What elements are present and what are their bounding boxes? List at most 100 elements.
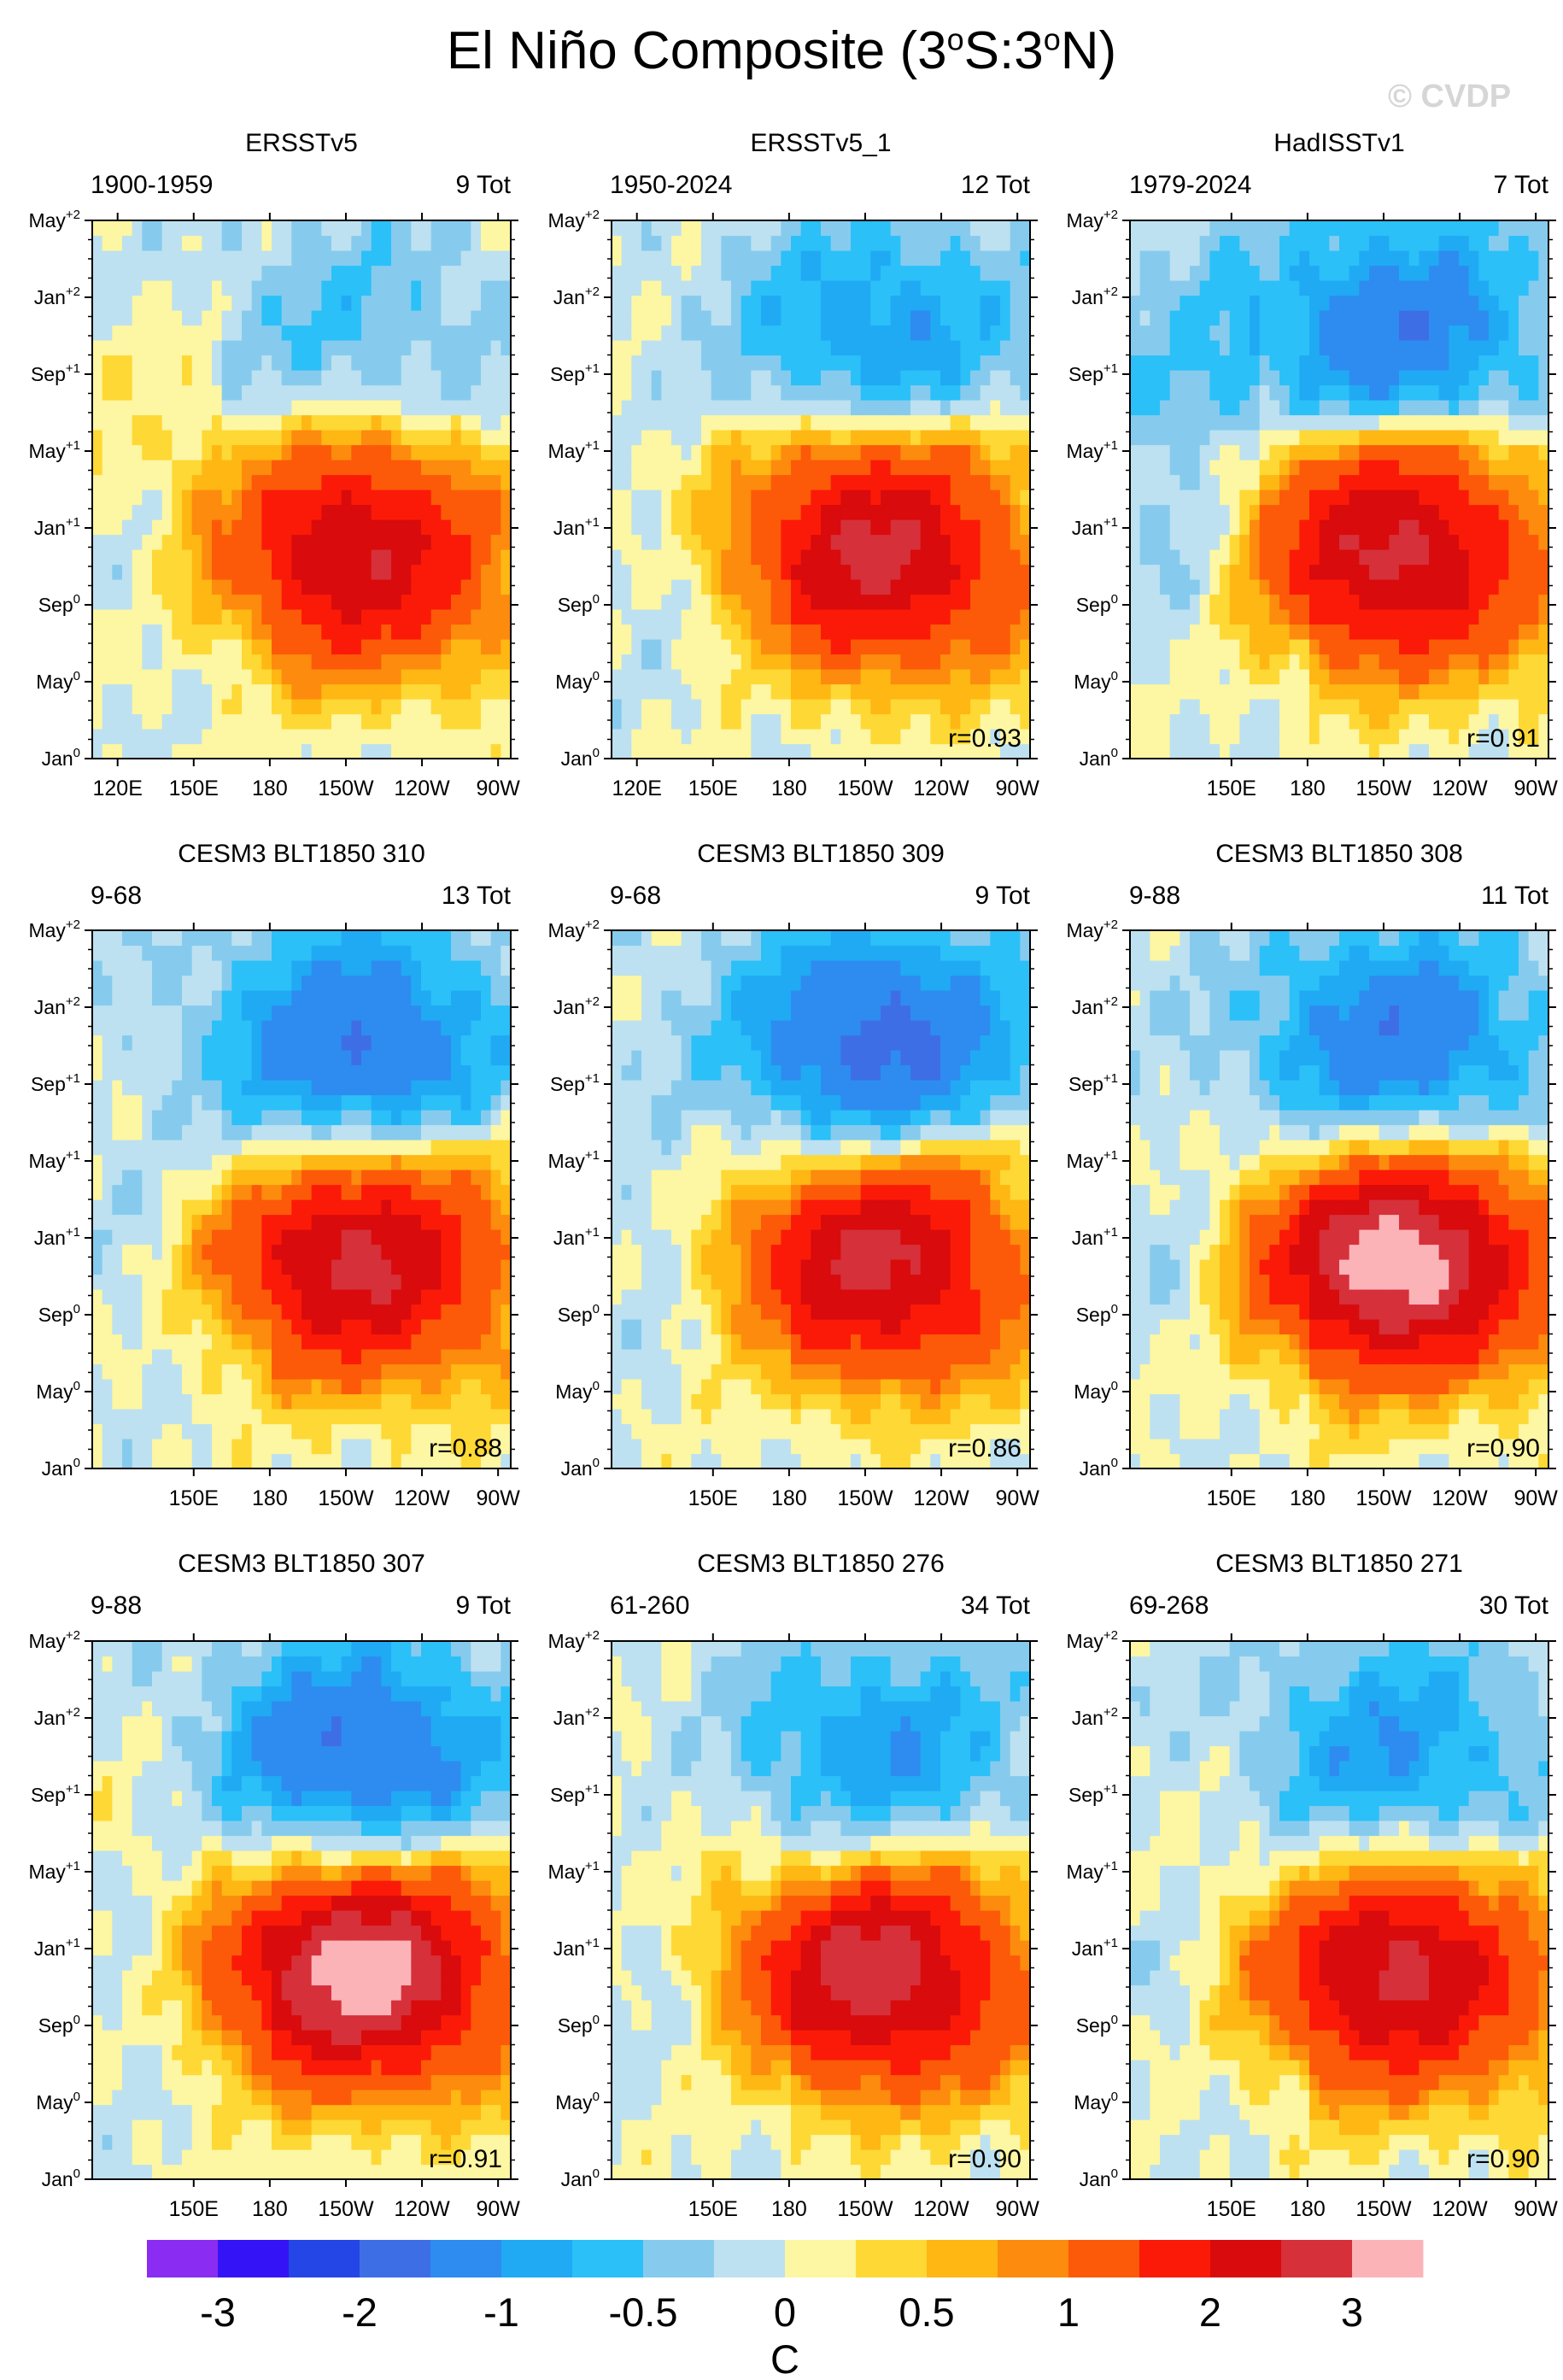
- heat-cell: [122, 295, 133, 311]
- heat-cell: [1379, 235, 1390, 251]
- heat-cell: [411, 729, 422, 745]
- heat-cell: [1468, 280, 1479, 296]
- heat-cell: [1209, 295, 1221, 311]
- heat-cell: [212, 325, 223, 341]
- heat-cell: [1449, 414, 1460, 431]
- heat-cell: [112, 743, 123, 759]
- heat-cell: [791, 713, 802, 730]
- heat-cell: [1130, 400, 1141, 416]
- heat-cell: [612, 414, 623, 431]
- heat-cell: [152, 370, 163, 386]
- heat-cell: [651, 444, 662, 460]
- heat-cell: [1389, 280, 1400, 296]
- heat-cell: [490, 683, 501, 700]
- heat-cell: [441, 564, 452, 580]
- heat-cell: [1478, 549, 1490, 566]
- heat-cell: [791, 400, 802, 416]
- heat-cell: [1180, 340, 1191, 356]
- heat-cell: [1309, 609, 1320, 625]
- heat-cell: [840, 370, 852, 386]
- heat-cell: [132, 235, 143, 251]
- heat-cell: [960, 295, 971, 311]
- heat-cell: [1269, 743, 1280, 759]
- heat-cell: [261, 504, 272, 520]
- heat-cell: [161, 1453, 173, 1469]
- heat-cell: [1239, 250, 1250, 267]
- heat-cell: [721, 384, 732, 401]
- heat-cell: [691, 594, 702, 610]
- heat-cell: [1389, 579, 1400, 595]
- heat-cell: [781, 370, 792, 386]
- heat-cell: [1309, 370, 1320, 386]
- heat-cell: [351, 1409, 362, 1425]
- heat-cell: [1459, 220, 1470, 237]
- heat-cell: [221, 683, 232, 700]
- heat-cell: [441, 414, 452, 431]
- heat-cell: [1399, 669, 1410, 685]
- heat-cell: [301, 743, 313, 759]
- heat-cell: [242, 609, 253, 625]
- heat-cell: [1309, 594, 1320, 610]
- heat-cell: [172, 384, 183, 401]
- figure-title: El Niño Composite (3oS:3oN): [446, 21, 1117, 80]
- heat-cell: [1250, 325, 1261, 341]
- heat-cell: [381, 280, 392, 296]
- heat-cell: [930, 579, 941, 595]
- heat-cell: [1438, 729, 1449, 745]
- x-tick-label: 150E: [1207, 777, 1256, 800]
- heat-cell: [950, 609, 961, 625]
- heat-cell: [1220, 310, 1231, 326]
- heat-cell: [910, 280, 922, 296]
- heat-cell: [132, 280, 143, 296]
- heat-cell: [122, 549, 133, 566]
- heat-cell: [242, 220, 253, 237]
- heat-cell: [711, 460, 722, 476]
- panel-title: CESM3 BLT1850 276: [697, 1550, 945, 1578]
- heat-cell: [1478, 310, 1490, 326]
- heat-cell: [1309, 713, 1320, 730]
- heat-cell: [411, 355, 422, 371]
- heat-cell: [1339, 624, 1350, 640]
- heat-cell: [970, 265, 981, 281]
- heat-cell: [1459, 669, 1470, 685]
- x-tick-label: 120E: [612, 777, 662, 800]
- heat-cell: [910, 669, 922, 685]
- heat-cell: [102, 310, 113, 326]
- heat-cell: [1269, 534, 1280, 550]
- heat-cell: [1239, 624, 1250, 640]
- panel-4: Jan0May0Sep0Jan+1May+1Sep+1Jan+2May+2150…: [28, 917, 520, 1510]
- heat-cell: [860, 639, 871, 655]
- heat-cell: [1478, 430, 1490, 446]
- heat-cell: [870, 519, 881, 536]
- heat-cell: [212, 280, 223, 296]
- heat-cell: [1299, 594, 1310, 610]
- heat-cell: [161, 370, 173, 386]
- heat-cell: [900, 564, 911, 580]
- heat-cell: [161, 414, 173, 431]
- heat-cell: [191, 1409, 202, 1425]
- heat-cell: [1130, 430, 1141, 446]
- heat-cell: [460, 519, 471, 536]
- heat-cell: [1478, 265, 1490, 281]
- heat-cell: [881, 474, 892, 490]
- heat-cell: [681, 414, 692, 431]
- heat-cell: [830, 400, 841, 416]
- heat-cell: [641, 370, 653, 386]
- heat-cell: [1190, 699, 1201, 715]
- heat-cell: [1220, 654, 1231, 670]
- heat-cell: [391, 220, 402, 237]
- heat-cell: [930, 504, 941, 520]
- heat-cell: [430, 400, 442, 416]
- heat-cell: [751, 489, 762, 506]
- heat-cell: [1399, 534, 1410, 550]
- heat-cell: [361, 295, 372, 311]
- heat-cell: [261, 474, 272, 490]
- heat-cell: [1349, 370, 1360, 386]
- heat-cell: [1329, 474, 1340, 490]
- heat-cell: [1000, 414, 1011, 431]
- heat-cell: [1180, 310, 1191, 326]
- heat-cell: [870, 265, 881, 281]
- heat-cell: [950, 355, 961, 371]
- heat-cell: [721, 579, 732, 595]
- heat-cell: [1220, 384, 1231, 401]
